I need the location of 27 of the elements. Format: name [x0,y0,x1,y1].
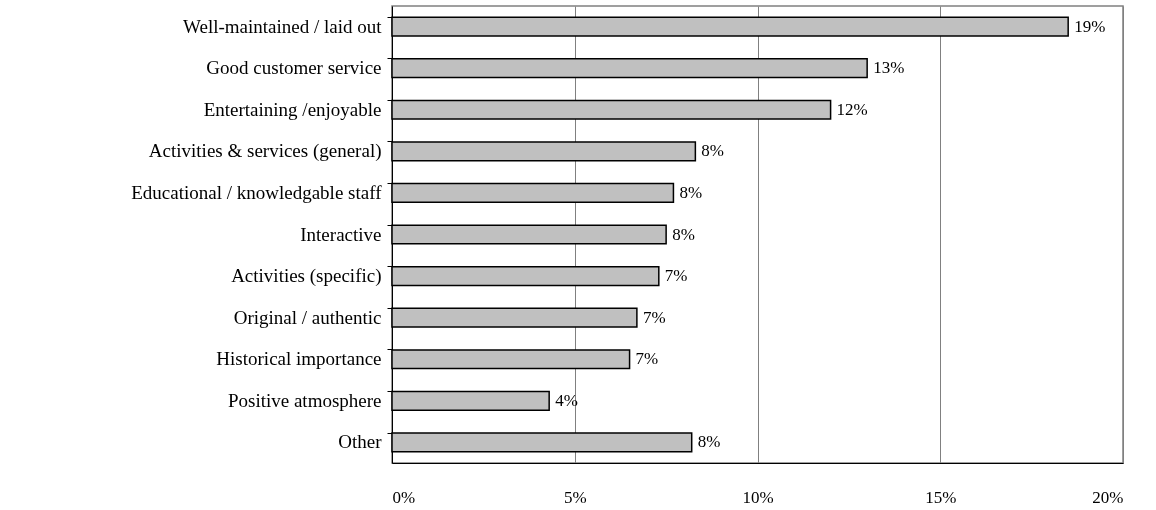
y-tick-label: Well-maintained / laid out [183,15,383,37]
data-label: 19% [1074,16,1106,36]
data-label: 4% [555,390,578,410]
data-label: 8% [701,141,725,161]
y-tick-label: Interactive [300,223,382,245]
y-tick-label: Activities (specific) [231,265,382,288]
data-label: 7% [642,307,666,327]
y-tick-label: Positive atmosphere [227,389,382,411]
y-tick-label: Other [338,431,383,453]
y-tick-label: Original / authentic [233,306,382,328]
data-label: 8% [697,432,721,452]
x-tick-label: 10% [742,487,774,507]
y-tick-label: Good customer service [206,57,382,79]
data-label: 8% [679,182,703,202]
data-label: 13% [873,58,905,78]
x-tick-label: 20% [1092,487,1124,507]
y-tick-label: Educational / knowledgable staff [131,181,383,203]
y-tick-label: Entertaining /enjoyable [203,98,382,120]
y-tick-label: Historical importance [216,348,382,370]
data-label: 7% [635,349,659,369]
x-tick-label: 0% [392,487,416,507]
x-tick-label: 15% [925,487,957,507]
data-label: 8% [672,224,695,244]
y-tick-label: Activities & services (general) [148,140,382,163]
data-label: 12% [836,99,868,119]
data-label: 7% [664,266,688,286]
x-tick-label: 5% [563,487,587,507]
